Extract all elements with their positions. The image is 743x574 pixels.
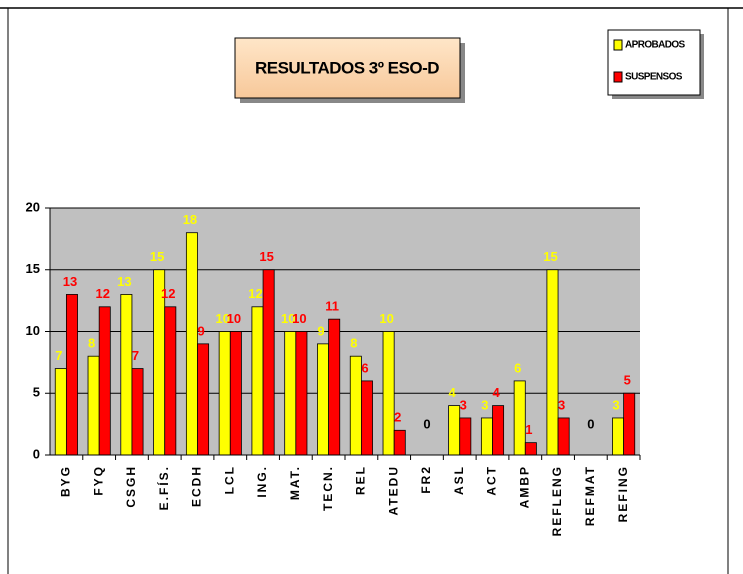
y-tick-label: 10: [26, 323, 40, 338]
value-label: 7: [55, 348, 62, 363]
value-label: 11: [325, 299, 339, 314]
value-label: 15: [150, 249, 164, 264]
value-label: 15: [259, 249, 273, 264]
value-label: 4: [449, 385, 457, 400]
bar: [513, 380, 526, 456]
value-label: 0: [587, 416, 594, 431]
x-tick-label: AMBP: [517, 465, 531, 508]
value-label: 1: [525, 422, 532, 437]
bar: [328, 318, 341, 456]
value-label: 8: [350, 336, 357, 351]
bar: [54, 368, 67, 456]
bar: [218, 331, 231, 456]
value-label: 12: [96, 286, 110, 301]
bar: [349, 355, 362, 456]
bar: [262, 269, 275, 456]
y-tick-label: 15: [26, 261, 40, 276]
value-label: 6: [514, 360, 521, 375]
value-label: 12: [161, 286, 175, 301]
value-label: 3: [460, 397, 467, 412]
bar: [360, 380, 373, 456]
value-label: 15: [543, 249, 557, 264]
value-label: 13: [63, 274, 77, 289]
x-tick-label: MAT.: [288, 465, 302, 500]
bar: [229, 331, 242, 456]
legend-label: SUSPENSOS: [625, 72, 683, 83]
bar: [524, 442, 537, 456]
x-tick-label: FR2: [419, 465, 433, 494]
value-label: 10: [292, 311, 306, 326]
bar: [492, 405, 505, 456]
bar: [459, 417, 472, 456]
x-tick-label: ASL: [452, 465, 466, 495]
bar: [185, 232, 198, 456]
x-tick-label: ACT: [485, 465, 499, 496]
x-tick-label: REFMAT: [583, 465, 597, 526]
bar: [197, 343, 210, 456]
x-tick-label: REFING: [616, 465, 630, 522]
value-label: 2: [394, 410, 401, 425]
value-label: 3: [481, 397, 488, 412]
value-label: 4: [492, 385, 500, 400]
bar: [393, 429, 406, 456]
x-tick-label: TECN.: [321, 465, 335, 511]
x-tick-label: BYG: [59, 465, 73, 497]
value-label: 18: [183, 212, 197, 227]
value-label: 9: [197, 323, 204, 338]
bar: [65, 294, 78, 456]
value-label: 0: [423, 416, 430, 431]
y-tick-label: 20: [26, 199, 40, 214]
legend-swatch: [613, 39, 623, 51]
value-label: 9: [317, 323, 324, 338]
x-tick-label: REL: [354, 465, 368, 495]
value-label: 12: [248, 286, 262, 301]
bar: [623, 392, 636, 456]
value-label: 10: [215, 311, 229, 326]
value-label: 10: [379, 311, 393, 326]
value-label: 3: [612, 397, 619, 412]
bar: [317, 343, 330, 456]
x-tick-label: E.FÍS.: [156, 465, 171, 510]
bar: [120, 294, 133, 456]
legend-box: [607, 29, 701, 96]
x-tick-label: ING.: [255, 465, 269, 498]
value-label: 10: [227, 311, 241, 326]
x-tick-label: FYQ: [91, 465, 105, 496]
bar: [448, 405, 461, 456]
chart-title: RESULTADOS 3º ESO-D: [255, 58, 439, 77]
value-label: 5: [624, 373, 631, 388]
bar: [164, 306, 177, 456]
bar: [98, 306, 111, 456]
legend-swatch: [613, 71, 623, 83]
x-tick-label: ECDH: [190, 465, 204, 507]
bar: [87, 355, 100, 456]
value-label: 3: [558, 397, 565, 412]
value-label: 6: [361, 360, 368, 375]
legend-label: APROBADOS: [625, 40, 686, 51]
value-label: 8: [88, 336, 95, 351]
x-tick-label: CSGH: [124, 465, 138, 508]
bar: [612, 417, 625, 456]
y-tick-label: 0: [33, 446, 40, 461]
x-tick-label: REFLENG: [550, 465, 564, 536]
bar: [546, 269, 559, 456]
value-label: 7: [132, 348, 139, 363]
x-tick-label: ATEDU: [386, 465, 400, 515]
bar: [480, 417, 493, 456]
bar: [131, 368, 144, 456]
value-label: 10: [281, 311, 295, 326]
bar: [251, 306, 264, 456]
bar: [295, 331, 308, 456]
bar: [284, 331, 297, 456]
bar: [382, 331, 395, 456]
x-tick-label: LCL: [222, 465, 236, 494]
title-box: [234, 37, 461, 99]
y-tick-label: 5: [33, 385, 40, 400]
bar: [557, 417, 570, 456]
value-label: 13: [117, 274, 131, 289]
